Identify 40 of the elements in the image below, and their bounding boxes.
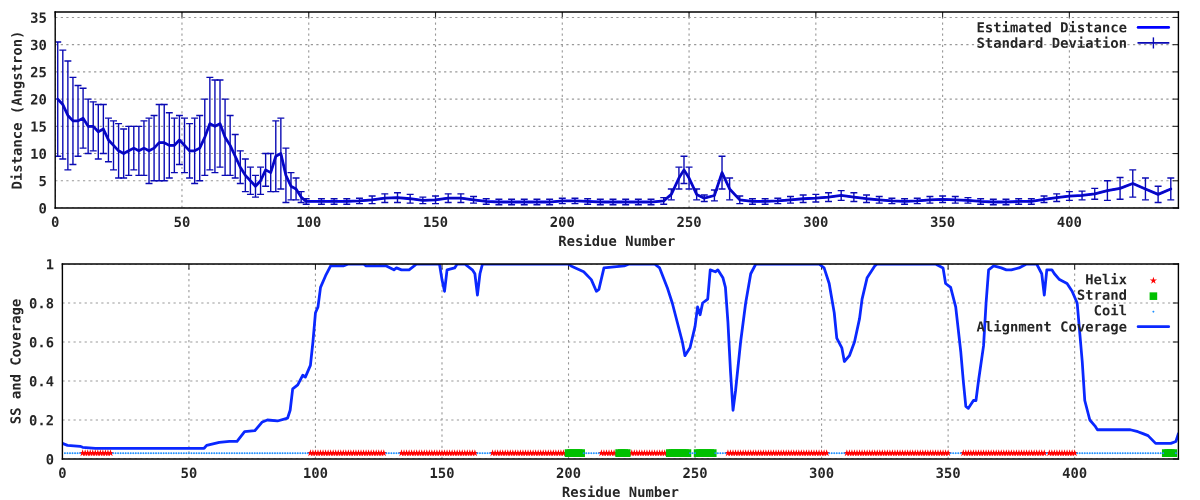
x-tick-label: 250 [677, 216, 701, 228]
legend-label: Helix [1086, 272, 1127, 285]
x-tick-label: 400 [1057, 216, 1082, 228]
y-tick-label: 0 [46, 453, 54, 465]
x-tick-label: 200 [550, 216, 574, 228]
legend-label: Estimated Distance [977, 20, 1127, 33]
y-tick-label: 15 [31, 121, 46, 132]
y-tick-label: 25 [30, 66, 46, 78]
x-tick-label: 350 [936, 467, 960, 479]
y-tick-label: 5 [39, 175, 46, 187]
y-tick-label: 0.6 [29, 336, 54, 348]
x-tick-label: 150 [424, 216, 448, 228]
y-tick-label: 35 [30, 12, 46, 23]
x-tick-label: 50 [181, 467, 197, 479]
y-axis-title: SS and Coverage [9, 299, 24, 424]
x-tick-label: 100 [304, 467, 328, 479]
y-tick-label: 0.4 [29, 375, 54, 387]
y-tick-label: 1 [46, 259, 54, 270]
y-tick-label: 20 [30, 94, 47, 105]
x-tick-label: 400 [1062, 467, 1087, 479]
legend-label: Strand [1077, 289, 1126, 300]
y-tick-label: 30 [30, 39, 47, 51]
legend-label: Coil [1094, 304, 1127, 316]
legend-label: Standard Deviation [977, 36, 1126, 48]
x-tick-label: 300 [809, 467, 834, 479]
y-tick-label: 0.8 [29, 297, 54, 309]
y-tick-label: 0 [39, 202, 47, 214]
x-tick-label: 250 [683, 467, 707, 479]
x-axis-title: Residue Number [559, 234, 675, 247]
x-tick-label: 200 [556, 467, 581, 479]
x-tick-label: 150 [430, 467, 454, 479]
x-tick-label: 50 [174, 216, 190, 228]
x-tick-label: 300 [804, 216, 828, 228]
x-tick-label: 0 [59, 467, 66, 479]
x-axis-title: Residue Number [562, 485, 679, 498]
x-tick-label: 350 [930, 216, 955, 228]
y-tick-label: 10 [31, 148, 47, 160]
y-axis-title: Distance (Angstron) [10, 33, 25, 189]
y-tick-label: 0.2 [29, 414, 53, 426]
x-tick-label: 100 [297, 216, 321, 228]
